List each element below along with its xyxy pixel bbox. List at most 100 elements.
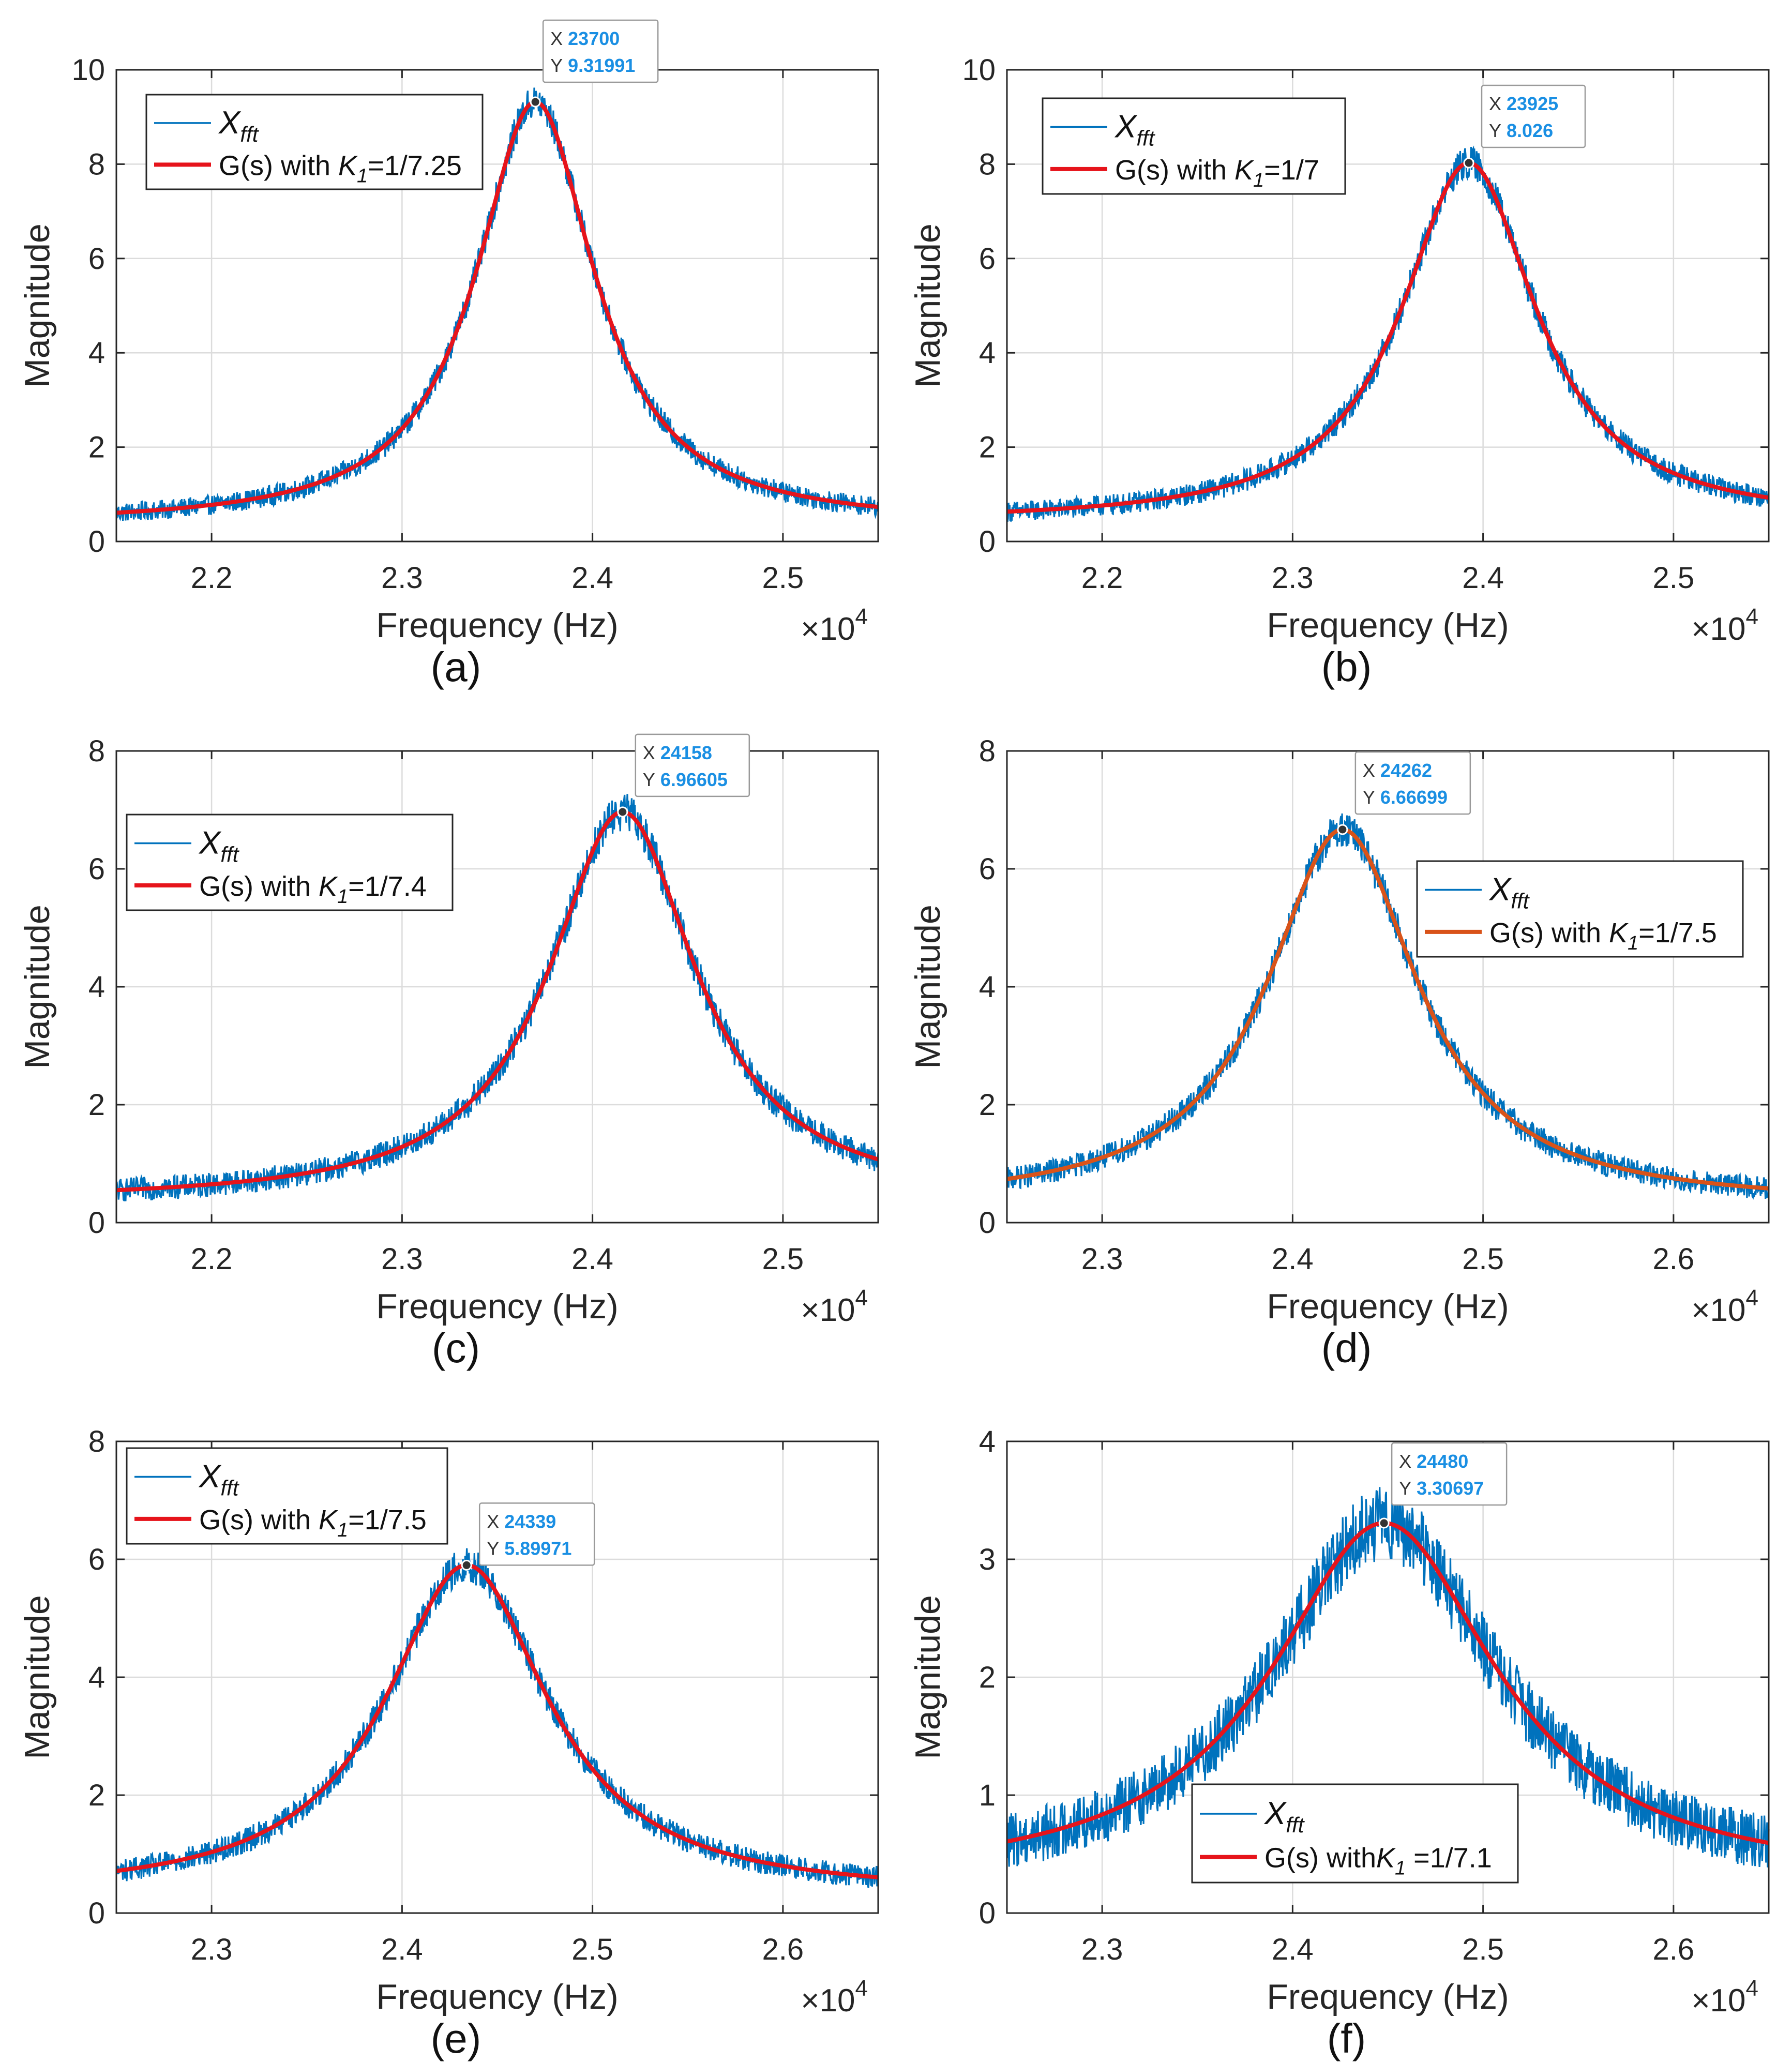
datatip-y-label: Y [1399, 1478, 1411, 1499]
legend-var: X [198, 825, 222, 861]
legend-label-xfft: Xfft [198, 825, 240, 867]
legend-subscript: 1 [1628, 932, 1638, 954]
legend: Xfft G(s) withK1 =1/7.1 [1191, 1783, 1519, 1884]
datatip-box [1354, 751, 1471, 815]
y-tick-label: 10 [71, 53, 105, 87]
x-axis-label: Frequency (Hz) [1267, 606, 1509, 645]
legend-box [126, 814, 454, 911]
legend: Xfft G(s) with K1=1/7.4 [126, 814, 454, 911]
x-tick-label: 2.6 [762, 1933, 804, 1966]
x-tick-label: 2.5 [1462, 1242, 1504, 1276]
legend-subscript: 1 [357, 165, 368, 187]
legend-prefix: G(s) with [1264, 1843, 1376, 1874]
legend-box [1042, 97, 1346, 195]
x-tick-label: 2.5 [571, 1933, 613, 1966]
legend-label-xfft: Xfft [1263, 1796, 1305, 1837]
datatip-y-value: 8.026 [1507, 120, 1553, 141]
datatip-x: X 23925 [1489, 93, 1558, 114]
x-exponent-label: ×104 [801, 1976, 868, 2019]
legend-var: X [198, 1459, 222, 1495]
datatip-y-value: 3.30697 [1417, 1478, 1484, 1499]
legend-subscript: 1 [337, 886, 348, 908]
legend-box [1416, 860, 1744, 958]
y-tick-label: 8 [979, 734, 996, 768]
x-tick-label: 2.3 [1081, 1933, 1123, 1966]
datatip-y-label: Y [550, 55, 563, 76]
series-model-fit-line [116, 99, 879, 515]
datatip-x-label: X [550, 28, 563, 49]
x-exponent-label: ×104 [1691, 1285, 1758, 1328]
x-tick-label: 2.6 [1653, 1242, 1695, 1276]
legend-subscript: fft [1136, 126, 1155, 150]
x-exponent-base: ×10 [1691, 1292, 1745, 1328]
datatip-marker [1337, 824, 1348, 835]
datatip-x-label: X [1363, 760, 1375, 781]
legend-var: X [1263, 1796, 1287, 1831]
legend-suffix: =1/7.1 [1406, 1843, 1492, 1874]
legend-subscript: fft [220, 842, 239, 867]
datatip-x: X 24480 [1399, 1451, 1468, 1472]
x-axis-label: Frequency (Hz) [1267, 1977, 1509, 2016]
y-tick-label: 10 [962, 53, 996, 87]
y-axis-label: Magnitude [908, 223, 947, 388]
datatip-marker [530, 96, 541, 108]
x-tick-label: 2.4 [1462, 561, 1504, 595]
y-tick-label: 8 [88, 147, 105, 181]
x-tick-label: 2.5 [1462, 1933, 1504, 1966]
x-exponent-label: ×104 [801, 604, 868, 647]
datatip-y: Y 9.31991 [550, 55, 635, 76]
x-exponent-power: 4 [1746, 604, 1758, 629]
legend-suffix: =1/7.5 [348, 1504, 427, 1536]
legend-var: K [1609, 917, 1629, 949]
x-exponent-power: 4 [855, 1976, 868, 2001]
legend-var: X [1488, 872, 1512, 908]
legend-suffix: =1/7.25 [368, 150, 462, 181]
y-tick-label: 6 [88, 242, 105, 276]
y-tick-label: 3 [979, 1543, 996, 1576]
datatip-y-label: Y [1363, 787, 1375, 808]
x-tick-label: 2.5 [762, 1242, 804, 1276]
datatip-marker [461, 1559, 472, 1571]
legend-label-model: G(s) with K1=1/7.5 [199, 1504, 427, 1541]
x-tick-label: 2.3 [1081, 1242, 1123, 1276]
legend-label-model: G(s) withK1 =1/7.1 [1264, 1843, 1492, 1879]
x-exponent-base: ×10 [1691, 611, 1745, 647]
x-tick-label: 2.6 [1653, 1933, 1695, 1966]
y-tick-label: 0 [88, 1206, 105, 1240]
datatip-box [635, 733, 750, 797]
y-tick-label: 4 [979, 336, 996, 370]
y-tick-label: 4 [979, 1425, 996, 1458]
datatip-y-value: 6.96605 [660, 769, 728, 790]
datatip-x-label: X [643, 742, 655, 763]
y-tick-label: 2 [979, 1661, 996, 1694]
legend: Xfft G(s) with K1=1/7.5 [1416, 860, 1744, 958]
x-tick-label: 2.4 [1272, 1933, 1314, 1966]
y-tick-label: 4 [88, 970, 105, 1004]
y-axis-label: Magnitude [18, 1595, 57, 1759]
legend-var: K [319, 871, 338, 902]
x-exponent-label: ×104 [801, 1285, 868, 1328]
legend-label-model: G(s) with K1=1/7.25 [219, 150, 462, 187]
legend-box [145, 94, 484, 190]
legend: Xfft G(s) with K1=1/7.25 [145, 94, 484, 190]
legend-label-xfft: Xfft [1488, 872, 1530, 913]
x-axis-label: Frequency (Hz) [376, 1977, 619, 2016]
series-model-fit-line [1006, 827, 1769, 1191]
legend-subscript: fft [220, 1476, 239, 1500]
datatip-y-value: 6.66699 [1380, 787, 1448, 808]
datatip-box [1391, 1442, 1508, 1506]
series-xfft-line [115, 1548, 879, 1888]
legend-suffix: =1/7.5 [1638, 917, 1717, 949]
y-tick-label: 0 [979, 525, 996, 559]
datatip-y-value: 5.89971 [504, 1538, 571, 1559]
datatip-y-value: 9.31991 [568, 55, 635, 76]
y-tick-label: 4 [88, 1661, 105, 1694]
